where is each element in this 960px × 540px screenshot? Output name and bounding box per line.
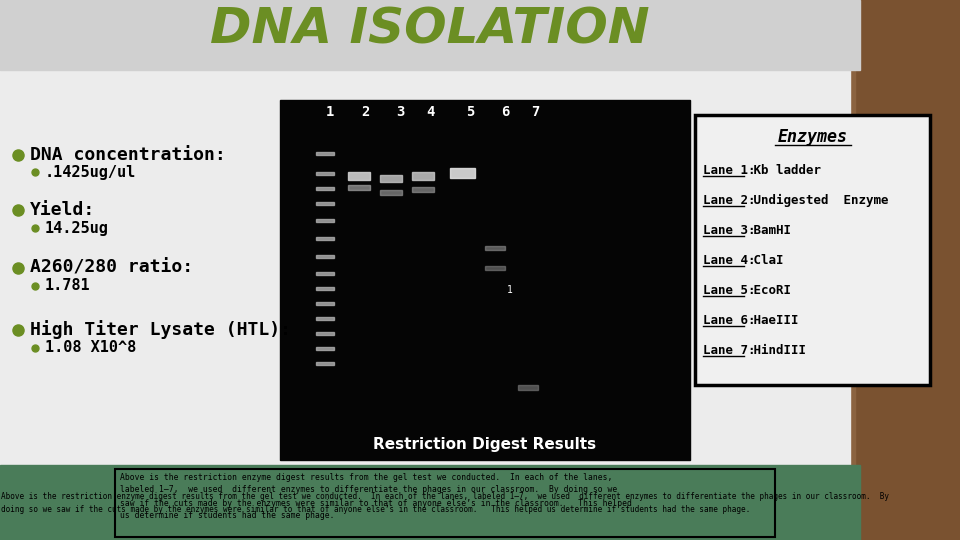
Text: 2: 2: [361, 105, 370, 119]
Text: HindIII: HindIII: [747, 343, 806, 356]
Text: Restriction Digest Results: Restriction Digest Results: [373, 437, 596, 453]
Bar: [412, 172, 434, 180]
Bar: [316, 317, 334, 320]
Bar: [316, 362, 334, 365]
Text: Above is the restriction enzyme digest results from the gel test we conducted.  : Above is the restriction enzyme digest r…: [120, 472, 612, 482]
Text: EcoRI: EcoRI: [747, 284, 791, 296]
Text: Lane 4:: Lane 4:: [703, 253, 756, 267]
Bar: [316, 219, 334, 222]
Bar: [316, 255, 334, 258]
Text: labeled 1–7,  we used  different enzymes to differentiate the phages in our clas: labeled 1–7, we used different enzymes t…: [120, 485, 617, 495]
Bar: [450, 168, 475, 178]
Bar: [348, 185, 370, 190]
Text: Lane 6:: Lane 6:: [703, 314, 756, 327]
Text: 1: 1: [325, 105, 334, 119]
Bar: [518, 385, 538, 390]
Bar: [316, 302, 334, 305]
Text: 14.25ug: 14.25ug: [45, 220, 108, 235]
Bar: [0, 0, 860, 70]
Text: DNA concentration:: DNA concentration:: [30, 146, 226, 164]
Text: Lane 3:: Lane 3:: [703, 224, 756, 237]
Text: .1425ug/ul: .1425ug/ul: [45, 165, 136, 179]
Bar: [316, 202, 334, 205]
Text: Lane 5:: Lane 5:: [703, 284, 756, 296]
Bar: [0, 465, 860, 540]
Bar: [280, 100, 690, 460]
Bar: [840, 0, 855, 540]
Text: 6: 6: [501, 105, 509, 119]
Bar: [316, 172, 334, 175]
Bar: [115, 469, 775, 537]
Bar: [412, 187, 434, 192]
Text: High Titer Lysate (HTL):: High Titer Lysate (HTL):: [30, 321, 291, 340]
Bar: [348, 172, 370, 180]
Text: Lane 2:: Lane 2:: [703, 193, 756, 206]
Text: BamHI: BamHI: [747, 224, 791, 237]
Bar: [695, 115, 930, 385]
Text: Lane 7:: Lane 7:: [703, 343, 756, 356]
Text: 1: 1: [507, 285, 513, 295]
Text: saw if the cuts made by the enzymes were similar to that of anyone else’s in the: saw if the cuts made by the enzymes were…: [120, 498, 632, 508]
Bar: [0, 30, 850, 490]
Text: 4: 4: [426, 105, 434, 119]
Text: Above is the restriction enzyme digest results from the gel test we conducted.  : Above is the restriction enzyme digest r…: [1, 492, 889, 514]
Text: Enzymes: Enzymes: [778, 128, 848, 146]
Bar: [485, 246, 505, 250]
Bar: [316, 347, 334, 350]
Text: DNA ISOLATION: DNA ISOLATION: [210, 6, 650, 54]
Text: 3: 3: [396, 105, 404, 119]
Bar: [485, 266, 505, 270]
Text: ClaI: ClaI: [747, 253, 784, 267]
Text: 1.781: 1.781: [45, 279, 90, 294]
Text: HaeIII: HaeIII: [747, 314, 799, 327]
Text: 1.08 X10^8: 1.08 X10^8: [45, 341, 136, 355]
Text: Lane 1:: Lane 1:: [703, 164, 756, 177]
Bar: [380, 190, 402, 195]
Bar: [316, 152, 334, 155]
Bar: [316, 272, 334, 275]
Text: A260/280 ratio:: A260/280 ratio:: [30, 259, 193, 277]
Bar: [316, 332, 334, 335]
Text: 7: 7: [531, 105, 540, 119]
Bar: [850, 0, 960, 540]
Text: 5: 5: [466, 105, 474, 119]
Bar: [316, 287, 334, 290]
Text: Kb ladder: Kb ladder: [747, 164, 822, 177]
Bar: [380, 175, 402, 182]
Bar: [316, 187, 334, 190]
Bar: [316, 237, 334, 240]
Text: Undigested  Enzyme: Undigested Enzyme: [747, 193, 889, 206]
Text: us determine if students had the same phage.: us determine if students had the same ph…: [120, 511, 334, 521]
Text: Yield:: Yield:: [30, 201, 95, 219]
